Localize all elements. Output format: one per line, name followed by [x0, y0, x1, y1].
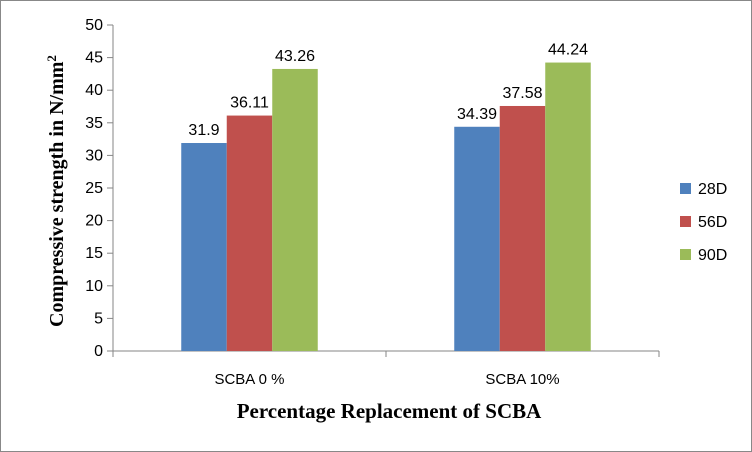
legend-swatch-90D [680, 249, 691, 260]
y-tick-label: 0 [94, 343, 103, 360]
bar-56D-1 [226, 115, 273, 351]
y-tick-label: 30 [85, 147, 103, 164]
y-tick-label: 15 [85, 245, 103, 262]
data-label-56D-2: 37.58 [502, 85, 542, 102]
y-tick-label: 20 [85, 213, 103, 230]
data-label-28D-2: 34.39 [457, 106, 497, 123]
y-tick-label: 10 [85, 278, 103, 295]
bar-28D-1 [181, 143, 227, 351]
y-axis-title-superscript: 2 [44, 55, 59, 62]
data-label-56D-1: 36.11 [230, 95, 269, 112]
data-labels: 31.9 34.39 36.11 37.58 43.26 44.24 [188, 42, 588, 139]
bars [181, 62, 591, 352]
y-axis-title: Compressive strength in N/mm2 [44, 55, 69, 327]
bar-28D-2 [454, 126, 500, 352]
y-tick-label: 5 [94, 310, 103, 327]
legend: 28D 56D 90D [680, 181, 727, 264]
x-axis-title: Percentage Replacement of SCBA [237, 399, 542, 423]
axes: 0 5 10 15 20 25 30 35 40 45 50 SCBA 0 % SCBA 10% [85, 17, 660, 388]
bar-90D-1 [272, 68, 318, 352]
legend-label-56D: 56D [698, 214, 727, 231]
y-tick-label: 25 [85, 180, 103, 197]
bar-56D-2 [499, 105, 546, 352]
y-tick-label: 40 [85, 82, 103, 99]
data-label-28D-1: 31.9 [188, 122, 219, 139]
legend-label-90D: 90D [698, 247, 727, 264]
legend-swatch-28D [680, 183, 691, 194]
legend-label-28D: 28D [698, 181, 727, 198]
bar-90D-2 [545, 62, 591, 351]
y-tick-label: 35 [85, 115, 103, 132]
x-category-label: SCBA 0 % [214, 371, 284, 388]
x-category-label: SCBA 10% [485, 371, 559, 388]
data-label-90D-1: 43.26 [275, 48, 315, 65]
legend-swatch-56D [680, 216, 691, 227]
y-tick-label: 50 [85, 17, 103, 34]
data-label-90D-2: 44.24 [548, 42, 588, 59]
y-axis-title-text: Compressive strength in N/mm [46, 61, 68, 327]
y-tick-label: 45 [85, 50, 103, 67]
